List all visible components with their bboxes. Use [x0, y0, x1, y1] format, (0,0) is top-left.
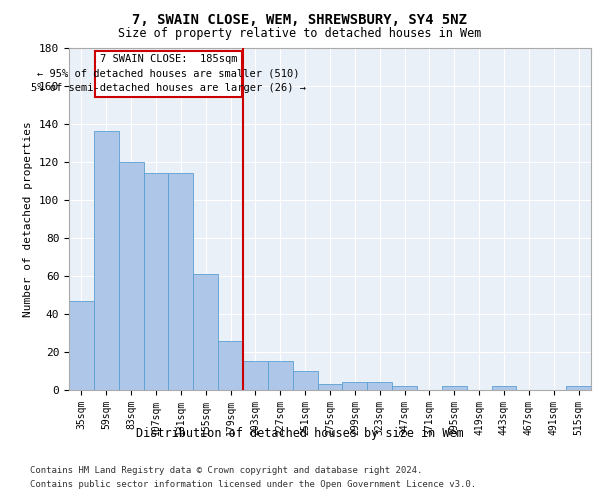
Text: 7 SWAIN CLOSE:  185sqm: 7 SWAIN CLOSE: 185sqm: [100, 54, 237, 64]
Text: Distribution of detached houses by size in Wem: Distribution of detached houses by size …: [136, 428, 464, 440]
Bar: [293, 371, 317, 390]
Bar: [218, 340, 243, 390]
Bar: [94, 131, 119, 390]
Bar: [491, 386, 517, 390]
Text: ← 95% of detached houses are smaller (510): ← 95% of detached houses are smaller (51…: [37, 68, 299, 78]
Bar: [343, 382, 367, 390]
Bar: [392, 386, 417, 390]
Bar: [69, 300, 94, 390]
Bar: [566, 386, 591, 390]
Text: Size of property relative to detached houses in Wem: Size of property relative to detached ho…: [118, 28, 482, 40]
Bar: [143, 173, 169, 390]
Bar: [193, 274, 218, 390]
FancyBboxPatch shape: [95, 52, 242, 97]
Text: 5% of semi-detached houses are larger (26) →: 5% of semi-detached houses are larger (2…: [31, 82, 306, 92]
Bar: [169, 173, 193, 390]
Text: 7, SWAIN CLOSE, WEM, SHREWSBURY, SY4 5NZ: 7, SWAIN CLOSE, WEM, SHREWSBURY, SY4 5NZ: [133, 12, 467, 26]
Text: Contains public sector information licensed under the Open Government Licence v3: Contains public sector information licen…: [30, 480, 476, 489]
Bar: [367, 382, 392, 390]
Bar: [243, 362, 268, 390]
Bar: [442, 386, 467, 390]
Bar: [119, 162, 143, 390]
Y-axis label: Number of detached properties: Number of detached properties: [23, 121, 34, 316]
Bar: [317, 384, 343, 390]
Text: Contains HM Land Registry data © Crown copyright and database right 2024.: Contains HM Land Registry data © Crown c…: [30, 466, 422, 475]
Bar: [268, 362, 293, 390]
